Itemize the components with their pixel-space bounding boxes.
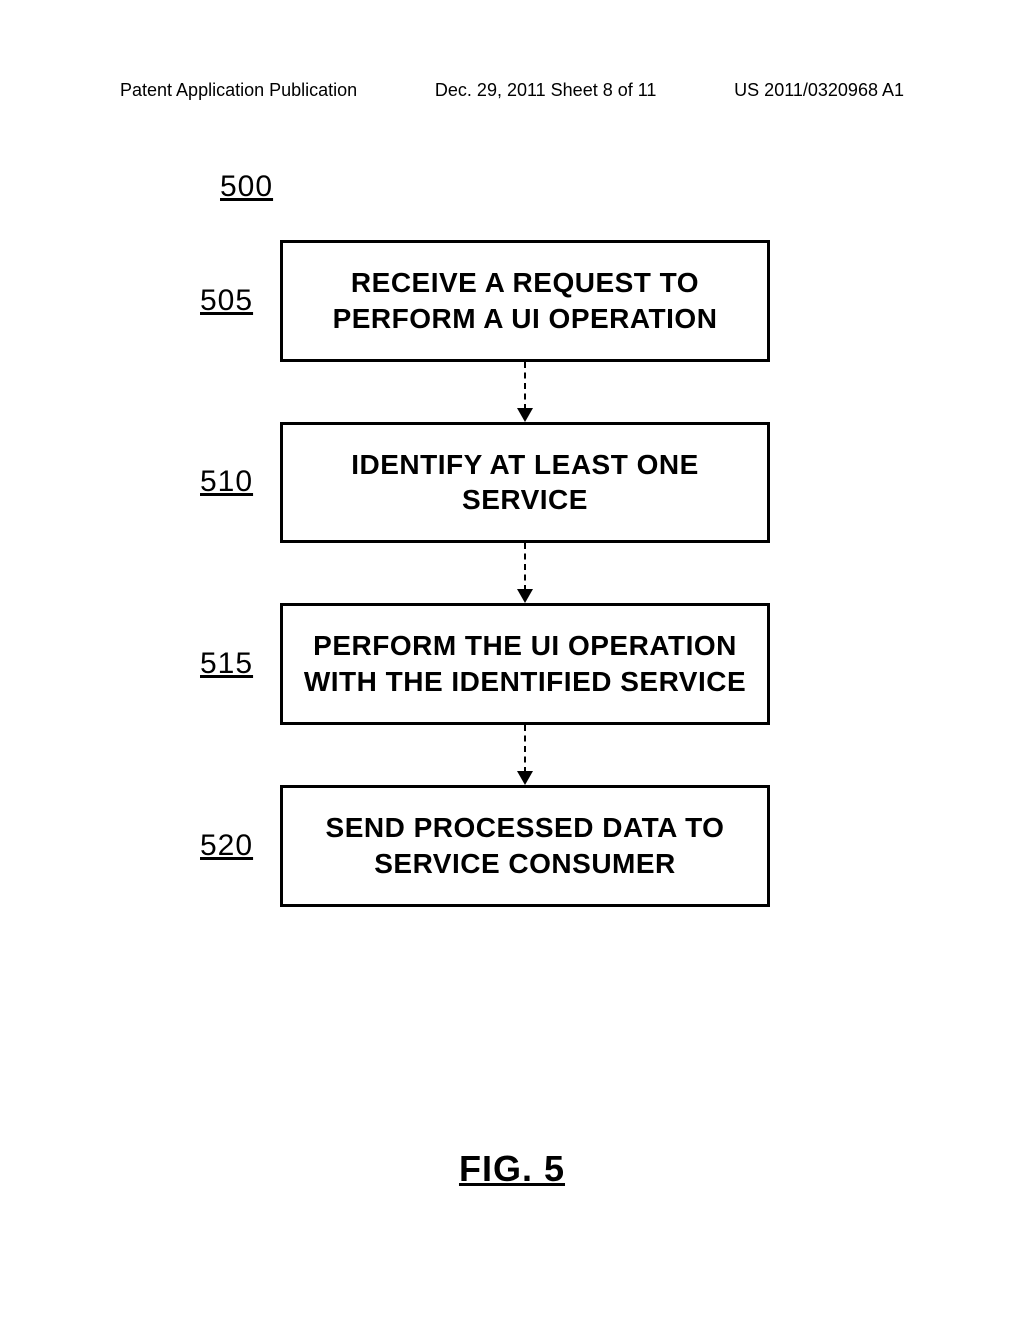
flowchart-arrow [280,725,770,785]
header-center: Dec. 29, 2011 Sheet 8 of 11 [435,80,657,101]
figure-title: FIG. 5 [0,1148,1024,1190]
step-reference-520: 520 [200,829,260,863]
flowchart-step: 515 PERFORM THE UI OPERATION WITH THE ID… [200,603,850,725]
flowchart-steps: 505 RECEIVE A REQUEST TO PERFORM A UI OP… [200,240,850,907]
header-left: Patent Application Publication [120,80,357,101]
arrow-line-icon [524,543,526,591]
flowchart-step: 510 IDENTIFY AT LEAST ONE SERVICE [200,422,850,544]
arrow-line-icon [524,725,526,773]
flowchart-step: 520 SEND PROCESSED DATA TO SERVICE CONSU… [200,785,850,907]
arrow-head-icon [517,589,533,603]
step-reference-505: 505 [200,284,260,318]
flowchart-arrow [280,543,770,603]
arrow-line-icon [524,362,526,410]
figure-reference-number: 500 [220,170,273,204]
step-box-510: IDENTIFY AT LEAST ONE SERVICE [280,422,770,544]
arrow-head-icon [517,408,533,422]
page-header: Patent Application Publication Dec. 29, … [0,80,1024,101]
flowchart-step: 505 RECEIVE A REQUEST TO PERFORM A UI OP… [200,240,850,362]
step-box-515: PERFORM THE UI OPERATION WITH THE IDENTI… [280,603,770,725]
step-reference-515: 515 [200,647,260,681]
step-box-505: RECEIVE A REQUEST TO PERFORM A UI OPERAT… [280,240,770,362]
flowchart-arrow [280,362,770,422]
arrow-head-icon [517,771,533,785]
step-box-520: SEND PROCESSED DATA TO SERVICE CONSUMER [280,785,770,907]
header-right: US 2011/0320968 A1 [734,80,904,101]
step-reference-510: 510 [200,465,260,499]
